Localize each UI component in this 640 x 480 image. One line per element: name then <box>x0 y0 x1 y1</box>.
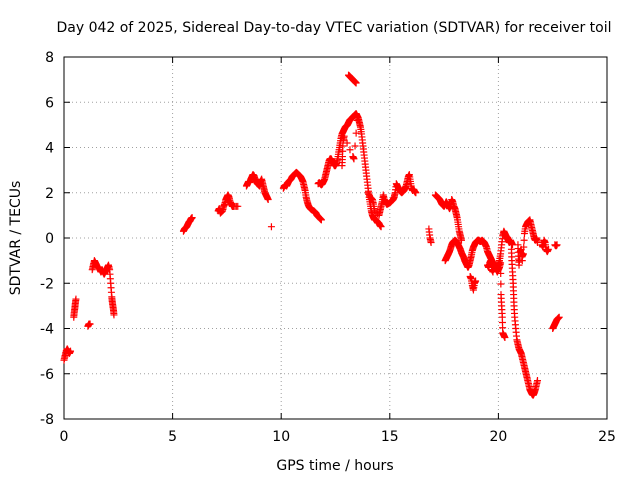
data-point <box>518 257 526 265</box>
data-point <box>497 269 505 277</box>
data-point <box>343 139 351 147</box>
y-tick-label: -2 <box>40 276 54 292</box>
data-point <box>427 239 435 247</box>
x-tick-label: 0 <box>60 429 69 445</box>
x-tick-label: 25 <box>598 429 616 445</box>
data-point <box>340 132 348 140</box>
data-point <box>555 313 563 321</box>
data-point <box>110 311 118 319</box>
x-tick-label: 5 <box>168 429 177 445</box>
data-point <box>188 214 196 222</box>
y-tick-label: 2 <box>45 186 54 202</box>
x-tick-label: 10 <box>272 429 290 445</box>
y-axis-label: SDTVAR / TECUs <box>8 181 24 296</box>
data-point <box>264 196 272 204</box>
y-tick-label: 6 <box>45 95 54 111</box>
data-point <box>365 190 373 198</box>
data-points <box>60 71 563 399</box>
grid-layer <box>64 57 607 419</box>
data-point <box>544 245 552 253</box>
data-point <box>317 216 325 224</box>
plot-frame <box>63 56 608 420</box>
data-point <box>352 79 360 87</box>
data-point <box>67 347 75 355</box>
data-point <box>364 189 372 197</box>
x-tick-label: 20 <box>489 429 507 445</box>
data-point <box>472 277 480 285</box>
y-tick-label: 8 <box>45 50 54 66</box>
data-point <box>553 241 561 249</box>
x-tick-label: 15 <box>381 429 399 445</box>
data-point <box>497 259 505 267</box>
y-tick-label: -4 <box>40 322 54 338</box>
data-point <box>533 239 541 247</box>
data-point <box>377 223 385 231</box>
data-point <box>86 320 94 328</box>
y-tick-label: -8 <box>40 412 54 428</box>
data-point <box>353 116 361 124</box>
data-point <box>533 377 541 385</box>
data-point <box>520 236 528 244</box>
data-point <box>72 295 80 303</box>
data-point <box>457 236 465 244</box>
tick-layer: 0 5 10 15 20 25 -8 -6 -4 -2 0 2 4 6 8 <box>40 50 616 445</box>
data-point <box>412 189 420 197</box>
data-point <box>350 155 358 163</box>
chart-title: Day 042 of 2025, Sidereal Day-to-day VTE… <box>56 20 611 36</box>
data-point <box>497 280 505 288</box>
data-point <box>501 334 509 342</box>
y-tick-label: -6 <box>40 367 54 383</box>
data-point <box>351 142 359 150</box>
data-point <box>346 146 354 154</box>
data-point <box>352 129 360 137</box>
y-tick-label: 0 <box>45 231 54 247</box>
y-tick-label: 4 <box>45 141 54 157</box>
data-point <box>234 202 242 210</box>
x-axis-label: GPS time / hours <box>276 458 393 474</box>
data-point <box>267 223 275 231</box>
